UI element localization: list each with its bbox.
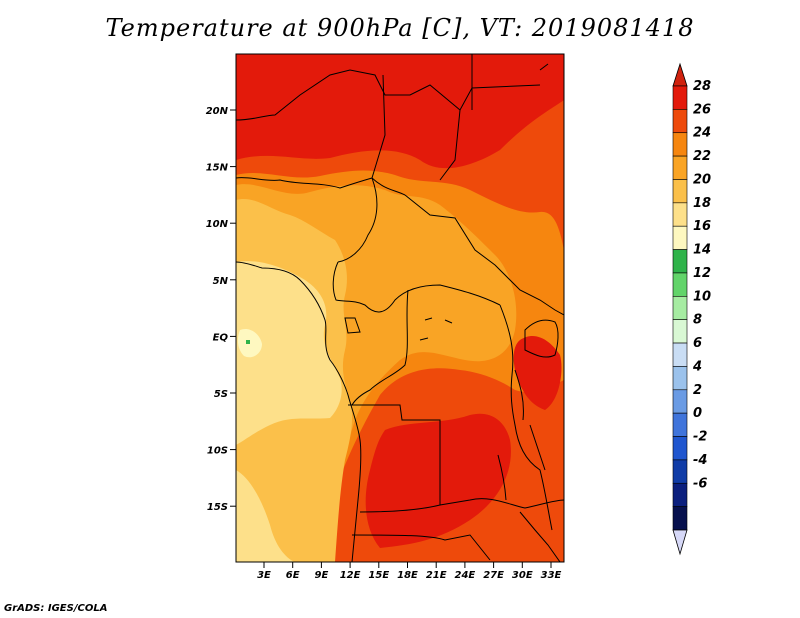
colorbar-segment bbox=[672, 296, 688, 320]
lat-label: 15N bbox=[206, 163, 229, 174]
lat-label: 10S bbox=[207, 446, 228, 457]
colorbar-label: -6 bbox=[693, 476, 707, 491]
map-frame bbox=[235, 53, 565, 563]
colorbar-segment bbox=[672, 85, 688, 110]
lat-label: 5S bbox=[214, 389, 228, 400]
latitude-axis: 20N 15N 10N 5N EQ 5S 10S 15S bbox=[206, 106, 236, 513]
colorbar-segment bbox=[672, 272, 688, 297]
colorbar-segment bbox=[672, 342, 688, 367]
contour-18-south bbox=[236, 470, 295, 562]
colorbar-label: 4 bbox=[692, 359, 702, 374]
colorbar-label: 26 bbox=[693, 102, 711, 117]
colorbar-segment bbox=[672, 202, 688, 227]
colorbar-label: 18 bbox=[693, 196, 711, 211]
lon-label: 6E bbox=[286, 570, 300, 581]
hot-region-south bbox=[365, 413, 511, 548]
temperature-field bbox=[236, 54, 564, 562]
colorbar-segment bbox=[672, 389, 688, 414]
colorbar-segment bbox=[672, 482, 688, 507]
lon-label: 3E bbox=[257, 570, 271, 581]
lat-label: 5N bbox=[213, 276, 229, 287]
colorbar-top-arrow bbox=[672, 62, 688, 87]
lon-label: 15E bbox=[368, 570, 389, 581]
colorbar-segment bbox=[672, 132, 688, 157]
lon-label: 24E bbox=[455, 570, 476, 581]
contour-18 bbox=[236, 261, 342, 445]
colorbar-label: 28 bbox=[693, 79, 711, 94]
plot-title: Temperature at 900hPa [C], VT: 201908141… bbox=[105, 14, 695, 42]
lon-label: 33E bbox=[541, 570, 562, 581]
lon-label: 30E bbox=[512, 570, 533, 581]
colorbar-label: 6 bbox=[693, 336, 702, 351]
lat-label: EQ bbox=[213, 332, 229, 343]
colorbar-label: -4 bbox=[693, 453, 707, 468]
hot-region-east bbox=[513, 335, 562, 410]
colorbar-label: 12 bbox=[693, 266, 711, 281]
colorbar-segment bbox=[672, 506, 688, 531]
longitude-axis: 3E 6E 9E 12E 15E 18E 21E 24E 27E 30E 33E bbox=[257, 562, 562, 581]
colorbar-label: 10 bbox=[693, 289, 711, 304]
colorbar-label: 22 bbox=[693, 149, 711, 164]
contour-14 bbox=[246, 340, 250, 344]
grads-credit: GrADS: IGES/COLA bbox=[4, 603, 108, 614]
colorbar-label: -2 bbox=[693, 430, 707, 445]
colorbar-label: 20 bbox=[693, 172, 711, 187]
colorbar-segment bbox=[672, 249, 688, 274]
colorbar-segment bbox=[672, 412, 688, 437]
colorbar-label: 2 bbox=[693, 383, 702, 398]
lat-label: 10N bbox=[206, 219, 229, 230]
lon-label: 18E bbox=[397, 570, 418, 581]
colorbar-label: 24 bbox=[693, 126, 711, 141]
colorbar-segment bbox=[672, 319, 688, 344]
lon-label: 12E bbox=[340, 570, 361, 581]
colorbar-bottom-arrow bbox=[672, 529, 688, 556]
lon-label: 21E bbox=[426, 570, 447, 581]
colorbar-segment bbox=[672, 109, 688, 134]
lon-label: 27E bbox=[483, 570, 504, 581]
lat-label: 20N bbox=[206, 106, 229, 117]
colorbar-segment bbox=[672, 225, 688, 250]
colorbar-segment bbox=[672, 459, 688, 484]
colorbar-segment bbox=[672, 436, 688, 461]
colorbar-segment bbox=[672, 366, 688, 391]
lat-label: 15S bbox=[207, 502, 228, 513]
colorbar-segment bbox=[672, 179, 688, 204]
colorbar-segment bbox=[672, 155, 688, 180]
colorbar-label: 14 bbox=[693, 243, 711, 258]
colorbar-label: 8 bbox=[693, 313, 702, 328]
colorbar-label: 0 bbox=[693, 406, 702, 421]
lon-label: 9E bbox=[315, 570, 329, 581]
country-borders bbox=[236, 54, 564, 562]
colorbar-label: 16 bbox=[693, 219, 711, 234]
